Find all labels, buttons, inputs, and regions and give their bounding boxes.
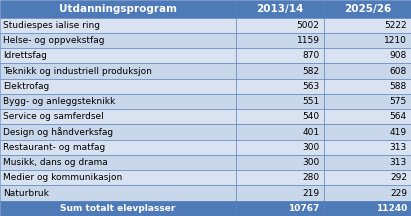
Text: Elektrofag: Elektrofag <box>3 82 49 91</box>
Text: 313: 313 <box>390 158 407 167</box>
Text: 870: 870 <box>302 51 319 60</box>
Bar <box>236 18 324 33</box>
Text: 313: 313 <box>390 143 407 152</box>
Bar <box>324 124 411 140</box>
Text: 5002: 5002 <box>297 21 319 30</box>
Bar <box>0 186 236 201</box>
Bar <box>324 155 411 170</box>
Text: 401: 401 <box>302 128 319 137</box>
Bar <box>0 94 236 109</box>
Text: 219: 219 <box>302 189 319 198</box>
Bar <box>324 0 411 18</box>
Bar <box>324 33 411 48</box>
Text: 5222: 5222 <box>384 21 407 30</box>
Bar <box>236 155 324 170</box>
Bar <box>0 140 236 155</box>
Text: 908: 908 <box>390 51 407 60</box>
Bar <box>0 0 236 18</box>
Text: 229: 229 <box>390 189 407 198</box>
Bar <box>236 109 324 124</box>
Text: 2025/26: 2025/26 <box>344 4 391 14</box>
Bar <box>236 170 324 186</box>
Text: 10767: 10767 <box>288 204 319 213</box>
Bar <box>236 48 324 64</box>
Bar <box>236 64 324 79</box>
Text: 11240: 11240 <box>376 204 407 213</box>
Bar <box>324 18 411 33</box>
Text: 540: 540 <box>302 112 319 121</box>
Bar <box>324 94 411 109</box>
Bar <box>324 170 411 186</box>
Text: 582: 582 <box>302 67 319 76</box>
Bar <box>0 201 236 216</box>
Text: 1210: 1210 <box>384 36 407 45</box>
Bar <box>236 140 324 155</box>
Bar <box>236 0 324 18</box>
Text: 563: 563 <box>302 82 319 91</box>
Bar <box>324 109 411 124</box>
Text: Restaurant- og matfag: Restaurant- og matfag <box>3 143 105 152</box>
Bar <box>236 94 324 109</box>
Text: 300: 300 <box>302 143 319 152</box>
Text: 564: 564 <box>390 112 407 121</box>
Bar <box>0 64 236 79</box>
Text: Idrettsfag: Idrettsfag <box>3 51 47 60</box>
Text: Design og håndverksfag: Design og håndverksfag <box>3 127 113 137</box>
Bar <box>0 170 236 186</box>
Text: Studiespes ialise ring: Studiespes ialise ring <box>3 21 100 30</box>
Bar <box>236 33 324 48</box>
Bar <box>236 186 324 201</box>
Bar <box>324 64 411 79</box>
Bar <box>324 48 411 64</box>
Bar <box>236 79 324 94</box>
Text: 551: 551 <box>302 97 319 106</box>
Text: Utdanningsprogram: Utdanningsprogram <box>59 4 177 14</box>
Text: Bygg- og anleggsteknikk: Bygg- og anleggsteknikk <box>3 97 115 106</box>
Bar <box>236 201 324 216</box>
Bar <box>0 79 236 94</box>
Bar <box>0 33 236 48</box>
Text: 608: 608 <box>390 67 407 76</box>
Text: 588: 588 <box>390 82 407 91</box>
Bar <box>0 124 236 140</box>
Text: Musikk, dans og drama: Musikk, dans og drama <box>3 158 108 167</box>
Text: Medier og kommunikasjon: Medier og kommunikasjon <box>3 173 122 182</box>
Text: Sum totalt elevplasser: Sum totalt elevplasser <box>60 204 176 213</box>
Bar <box>0 155 236 170</box>
Bar <box>324 79 411 94</box>
Bar <box>324 140 411 155</box>
Text: 280: 280 <box>302 173 319 182</box>
Text: Teknikk og industriell produksjon: Teknikk og industriell produksjon <box>3 67 152 76</box>
Text: Naturbruk: Naturbruk <box>3 189 49 198</box>
Text: 2013/14: 2013/14 <box>256 4 304 14</box>
Text: 575: 575 <box>390 97 407 106</box>
Text: 1159: 1159 <box>297 36 319 45</box>
Text: Helse- og oppvekstfag: Helse- og oppvekstfag <box>3 36 104 45</box>
Bar <box>0 18 236 33</box>
Text: 292: 292 <box>390 173 407 182</box>
Text: 300: 300 <box>302 158 319 167</box>
Text: Service og samferdsel: Service og samferdsel <box>3 112 104 121</box>
Bar <box>0 48 236 64</box>
Text: 419: 419 <box>390 128 407 137</box>
Bar <box>236 124 324 140</box>
Bar <box>324 186 411 201</box>
Bar <box>324 201 411 216</box>
Bar <box>0 109 236 124</box>
